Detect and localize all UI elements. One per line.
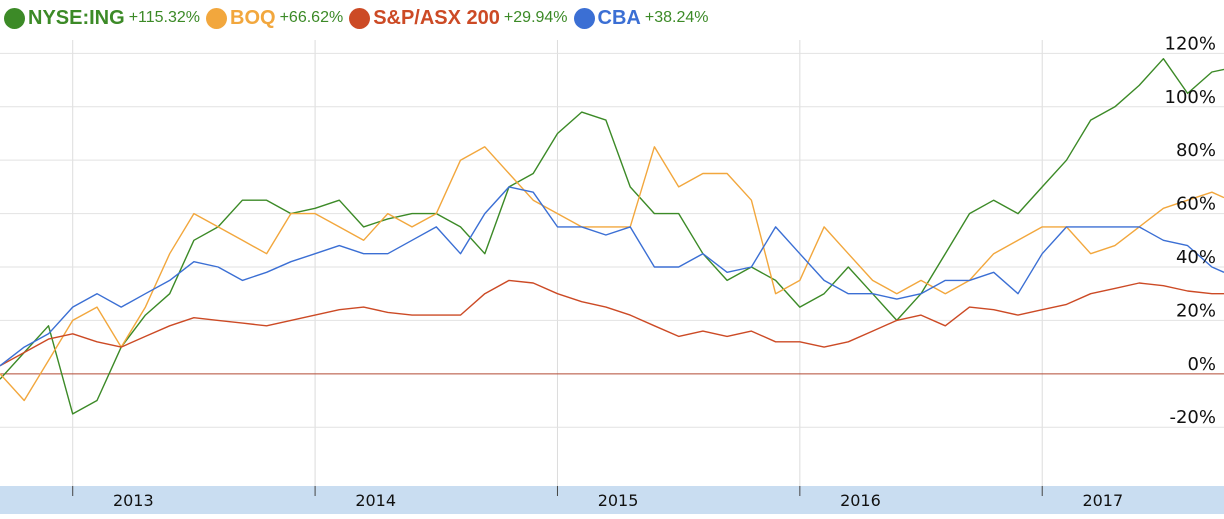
series-line-nyse-ing [0, 58, 1224, 415]
legend-series-name: CBA [597, 6, 641, 29]
y-tick-label: 0% [1187, 354, 1216, 375]
x-tick-label: 2016 [840, 491, 881, 510]
chart-legend: NYSE:ING +115.32% BOQ +66.62% S&P/ASX 200 +29… [4, 4, 714, 32]
legend-series-name: BOQ [230, 6, 276, 29]
y-tick-label: 60% [1176, 194, 1216, 215]
legend-series-name: S&P/ASX 200 [373, 6, 500, 29]
legend-dot-icon [349, 7, 371, 29]
y-tick-label: 100% [1165, 87, 1216, 108]
x-tick-label: 2015 [598, 491, 639, 510]
series-line-cba [0, 186, 1224, 367]
x-tick-label: 2013 [113, 491, 154, 510]
x-tick-label: 2014 [355, 491, 396, 510]
legend-series-change: +38.24% [644, 9, 709, 26]
legend-dot-icon [573, 7, 595, 29]
vertical-gridlines [72, 40, 1043, 486]
legend-item[interactable]: S&P/ASX 200 +29.94% [349, 6, 568, 30]
legend-series-change: +29.94% [503, 9, 568, 26]
legend-series-change: +66.62% [279, 9, 344, 26]
legend-item[interactable]: CBA +38.24% [573, 6, 709, 30]
y-tick-label: 40% [1176, 247, 1216, 268]
y-tick-labels: 120% 100% 80% 60% 40% 20% 0% -20% [1165, 33, 1216, 428]
legend-item[interactable]: NYSE:ING +115.32% [4, 7, 200, 30]
series-line-boq [0, 146, 1224, 402]
horizontal-gridlines [0, 52, 1224, 428]
x-axis: 2013 2014 2015 2016 2017 [72, 486, 1123, 510]
x-axis-bar: 2013 2014 2015 2016 2017 [0, 486, 1224, 514]
legend-dot-icon [206, 7, 228, 29]
series-group [0, 58, 1224, 415]
legend-item[interactable]: BOQ +66.62% [206, 7, 343, 30]
legend-series-name: NYSE:ING [28, 6, 125, 29]
y-tick-label: -20% [1169, 407, 1216, 428]
legend-series-change: +115.32% [128, 9, 201, 26]
y-tick-label: 120% [1165, 33, 1216, 54]
y-tick-label: 20% [1176, 300, 1216, 321]
x-tick-label: 2017 [1082, 491, 1123, 510]
legend-dot-icon [4, 7, 25, 29]
line-chart: 120% 100% 80% 60% 40% 20% 0% -20% [0, 33, 1224, 486]
series-line-s-p-asx-200 [0, 279, 1224, 367]
y-tick-label: 80% [1176, 140, 1216, 161]
